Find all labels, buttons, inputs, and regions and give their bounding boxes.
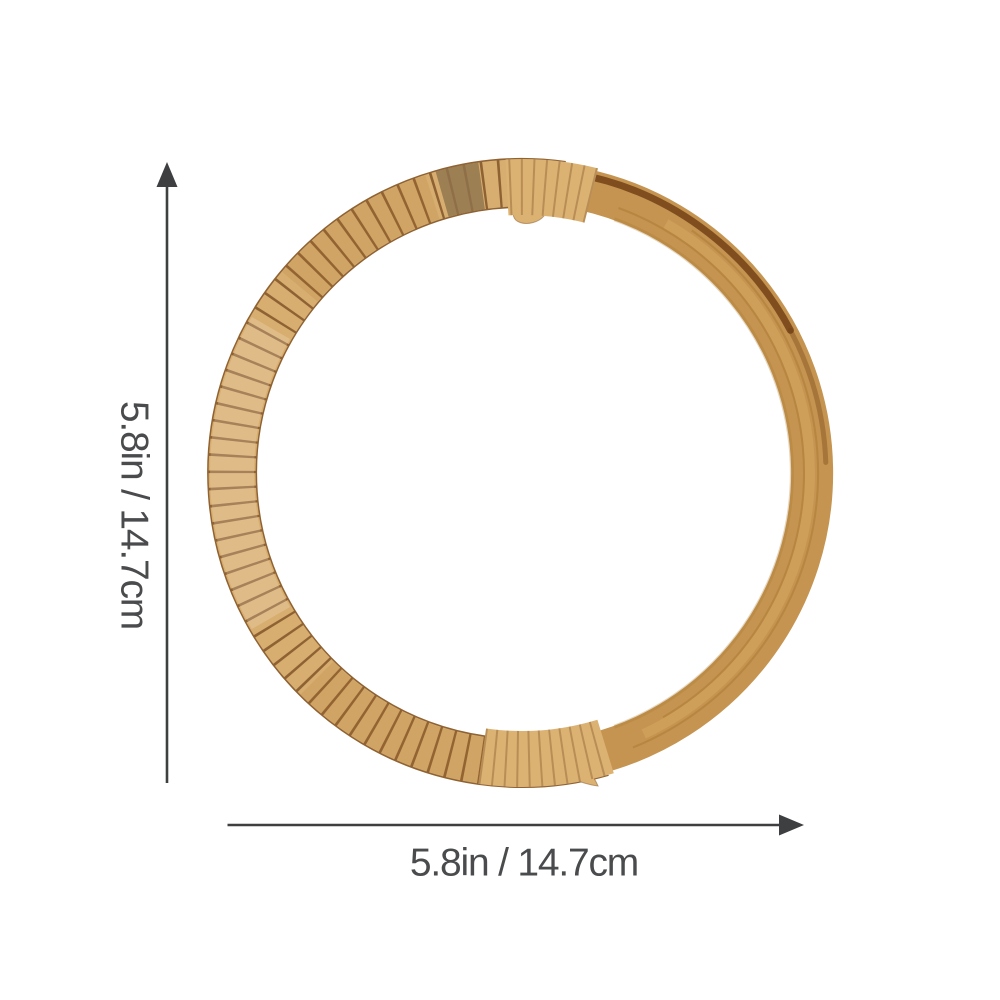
ring-wood-inner-shadow [613, 217, 794, 729]
ring-wrap-strips [208, 159, 609, 787]
width-dimension-label: 5.8in / 14.7cm [409, 841, 639, 885]
ring-wood-arc [577, 168, 834, 775]
ring-bottom-binding [478, 719, 614, 787]
ring-wood-grain [632, 229, 820, 749]
ring-wrap-shade-upper [282, 175, 440, 302]
ring-wrap-shade-left [210, 317, 291, 629]
ring-wood-grain [618, 207, 805, 719]
ring-wood-highlight [641, 219, 815, 739]
ring-bottom-binding-ticks [478, 719, 614, 787]
ring-wood-dark-streak [571, 170, 794, 334]
width-dimension-arrow [227, 814, 804, 836]
height-dimension-label: 5.8in / 14.7cm [112, 400, 156, 630]
ring-wood-dark-streak-lower [787, 327, 829, 465]
rattan-ring [207, 158, 834, 788]
ring-top-binding [505, 159, 598, 223]
ring-wrap-shade-lower [300, 661, 486, 783]
arrow-up-icon [156, 162, 178, 187]
ring-wrap-dark-band [435, 162, 486, 217]
arrow-right-icon [779, 814, 804, 836]
height-dimension-arrow [156, 162, 178, 783]
